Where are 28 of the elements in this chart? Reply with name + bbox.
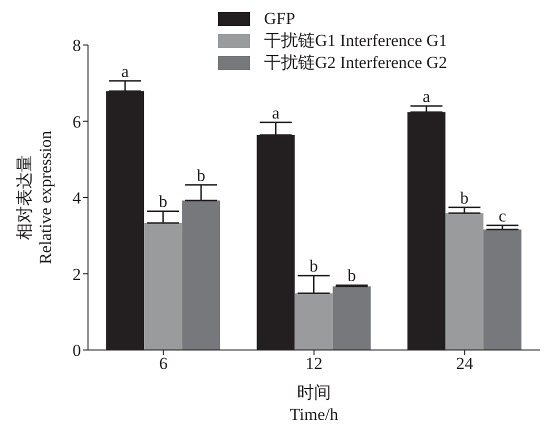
data-label: b: [347, 266, 356, 286]
y-axis-title: 相对表达量 Relative expression: [15, 130, 55, 264]
legend-label: 干扰链G1 Interference G1: [264, 30, 448, 52]
data-label: b: [158, 192, 168, 212]
x-tick-label: 6: [159, 354, 168, 374]
x-tick-label: 24: [456, 354, 474, 374]
y-tick-label: 2: [72, 264, 81, 284]
y-tick-label: 8: [72, 36, 81, 56]
x-axis-title: 时间 Time/h: [290, 383, 339, 424]
bar: [483, 230, 522, 350]
data-label: b: [196, 166, 206, 185]
data-label: a: [422, 87, 431, 106]
y-tick-label: 4: [72, 188, 82, 208]
bar: [445, 213, 484, 350]
x-tick-label: 12: [306, 354, 322, 374]
data-label: a: [121, 62, 130, 81]
legend-label: GFP: [264, 8, 296, 30]
data-label: b: [309, 256, 318, 276]
bar: [182, 200, 220, 350]
legend-label: 干扰链G2 Interference G2: [264, 52, 448, 74]
y-tick-label: 0: [72, 341, 81, 360]
data-label: a: [272, 103, 280, 122]
bar: [144, 223, 182, 350]
bar: [332, 286, 371, 350]
y-tick-label: 6: [72, 112, 81, 132]
data-label: c: [498, 206, 507, 226]
data-label: b: [460, 188, 469, 208]
bar: [294, 293, 333, 350]
